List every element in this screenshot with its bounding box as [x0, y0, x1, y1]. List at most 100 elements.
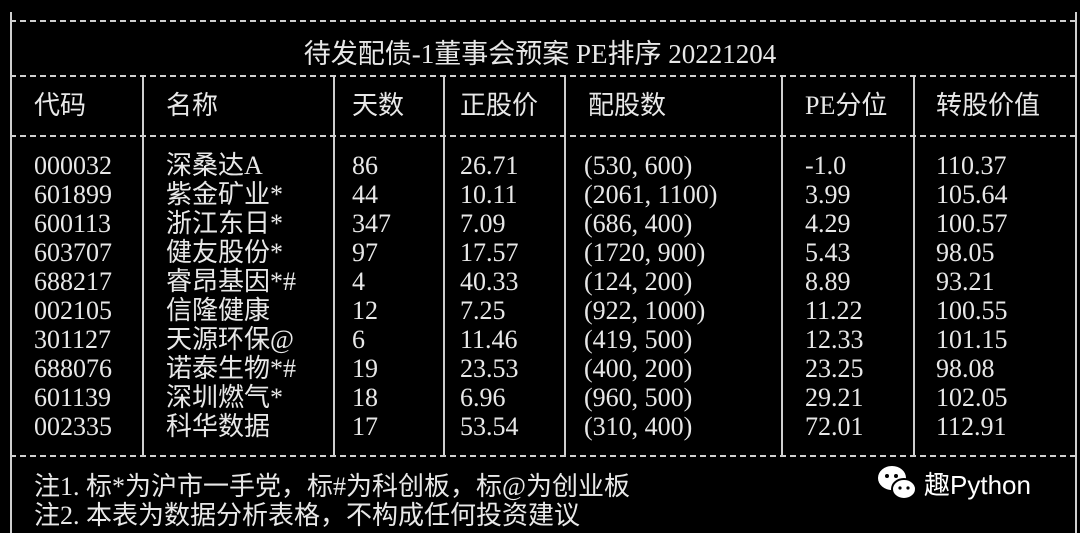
- note-1: 注1. 标*为沪市一手党，标#为科创板，标@为创业板: [34, 472, 630, 501]
- column-header: 名称: [166, 91, 219, 120]
- note-2: 注2. 本表为数据分析表格，不构成任何投资建议: [34, 501, 581, 530]
- column-divider: [443, 75, 445, 455]
- table-cell: 23.53: [460, 354, 519, 383]
- table-cell: 688076: [34, 354, 112, 383]
- table-cell: 102.05: [936, 383, 1008, 412]
- table-row: 301127 天源环保@ 6 11.46 (419, 500) 12.33 101.15: [0, 325, 1080, 354]
- table-cell: 深圳燃气*: [166, 383, 284, 412]
- table-cell: 100.57: [936, 209, 1008, 238]
- table-row: 002105 信隆健康 12 7.25 (922, 1000) 11.22 100.55: [0, 296, 1080, 325]
- table-cell: 5.43: [805, 238, 851, 267]
- table-cell: 12: [352, 296, 378, 325]
- table-cell: 603707: [34, 238, 112, 267]
- table-cell: 97: [352, 238, 378, 267]
- table-cell: 110.37: [936, 151, 1007, 180]
- column-header: 天数: [352, 91, 405, 120]
- table-cell: 44: [352, 180, 378, 209]
- table-cell: 600113: [34, 209, 112, 238]
- table-cell: 4: [352, 267, 365, 296]
- table-cell: 17: [352, 412, 378, 441]
- column-divider: [913, 75, 915, 455]
- table-cell: 10.11: [460, 180, 518, 209]
- table-cell: 19: [352, 354, 378, 383]
- divider: [10, 135, 1076, 137]
- table-cell: (686, 400): [584, 209, 693, 238]
- table-cell: 26.71: [460, 151, 519, 180]
- watermark: 趣Python: [876, 463, 1031, 503]
- table-cell: 18: [352, 383, 378, 412]
- table-cell: 健友股份*: [166, 238, 284, 267]
- table-cell: 100.55: [936, 296, 1008, 325]
- table-cell: 6: [352, 325, 365, 354]
- column-header: 正股价: [460, 91, 539, 120]
- table-cell: (310, 400): [584, 412, 693, 441]
- table-cell: 深桑达A: [166, 151, 263, 180]
- table-cell: 浙江东日*: [166, 209, 284, 238]
- table-cell: -1.0: [805, 151, 847, 180]
- table-cell: 53.54: [460, 412, 519, 441]
- table-cell: 诺泰生物*#: [166, 354, 297, 383]
- column-divider: [564, 75, 566, 455]
- table-row: 688217 睿昂基因*# 4 40.33 (124, 200) 8.89 93.21: [0, 267, 1080, 296]
- table-row: 600113 浙江东日* 347 7.09 (686, 400) 4.29 100.57: [0, 209, 1080, 238]
- table-row: 002335 科华数据 17 53.54 (310, 400) 72.01 112.91: [0, 412, 1080, 441]
- table-cell: 688217: [34, 267, 112, 296]
- divider: [1075, 12, 1077, 533]
- table-cell: 11.22: [805, 296, 863, 325]
- table-cell: 天源环保@: [166, 325, 294, 354]
- table-cell: 105.64: [936, 180, 1008, 209]
- table-cell: 98.08: [936, 354, 995, 383]
- table-cell: 信隆健康: [166, 296, 271, 325]
- table-cell: 301127: [34, 325, 112, 354]
- column-header: PE分位: [805, 91, 888, 120]
- table-cell: (960, 500): [584, 383, 693, 412]
- table-cell: 101.15: [936, 325, 1008, 354]
- divider: [10, 12, 12, 533]
- table-row: 601899 紫金矿业* 44 10.11 (2061, 1100) 3.99 105.64: [0, 180, 1080, 209]
- column-divider: [333, 75, 335, 455]
- table-cell: 29.21: [805, 383, 864, 412]
- table-row: 688076 诺泰生物*# 19 23.53 (400, 200) 23.25 98.08: [0, 354, 1080, 383]
- table-cell: 8.89: [805, 267, 851, 296]
- table-cell: 7.25: [460, 296, 506, 325]
- table-cell: (400, 200): [584, 354, 693, 383]
- table-cell: (530, 600): [584, 151, 693, 180]
- table-cell: (2061, 1100): [584, 180, 718, 209]
- divider: [10, 455, 1076, 457]
- table-cell: (419, 500): [584, 325, 693, 354]
- table-title: 待发配债-1董事会预案 PE排序 20221204: [303, 39, 777, 69]
- column-divider: [142, 75, 144, 455]
- table-cell: 601899: [34, 180, 112, 209]
- table-cell: 3.99: [805, 180, 851, 209]
- table-cell: 002335: [34, 412, 112, 441]
- column-header: 代码: [34, 91, 87, 120]
- column-header: 转股价值: [936, 91, 1041, 120]
- watermark-text: 趣Python: [924, 469, 1031, 500]
- table-cell: 睿昂基因*#: [166, 267, 297, 296]
- table-cell: 93.21: [936, 267, 995, 296]
- table-row: 601139 深圳燃气* 18 6.96 (960, 500) 29.21 102.05: [0, 383, 1080, 412]
- table-cell: 4.29: [805, 209, 851, 238]
- table-cell: 紫金矿业*: [166, 180, 284, 209]
- table-cell: 112.91: [936, 412, 1007, 441]
- table-cell: 72.01: [805, 412, 864, 441]
- table-cell: 7.09: [460, 209, 506, 238]
- table-cell: 23.25: [805, 354, 864, 383]
- table-cell: 6.96: [460, 383, 506, 412]
- table-cell: 86: [352, 151, 378, 180]
- wechat-icon: [878, 466, 917, 500]
- column-divider: [781, 75, 783, 455]
- table-cell: (124, 200): [584, 267, 693, 296]
- table-cell: 12.33: [805, 325, 864, 354]
- table-cell: 347: [352, 209, 391, 238]
- table-cell: (1720, 900): [584, 238, 706, 267]
- column-header: 配股数: [588, 91, 667, 120]
- table-row: 603707 健友股份* 97 17.57 (1720, 900) 5.43 98.05: [0, 238, 1080, 267]
- table-cell: 11.46: [460, 325, 518, 354]
- table-cell: 000032: [34, 151, 112, 180]
- divider: [10, 20, 1076, 22]
- table-cell: 17.57: [460, 238, 519, 267]
- divider: [10, 75, 1076, 77]
- table-cell: (922, 1000): [584, 296, 706, 325]
- table-cell: 002105: [34, 296, 112, 325]
